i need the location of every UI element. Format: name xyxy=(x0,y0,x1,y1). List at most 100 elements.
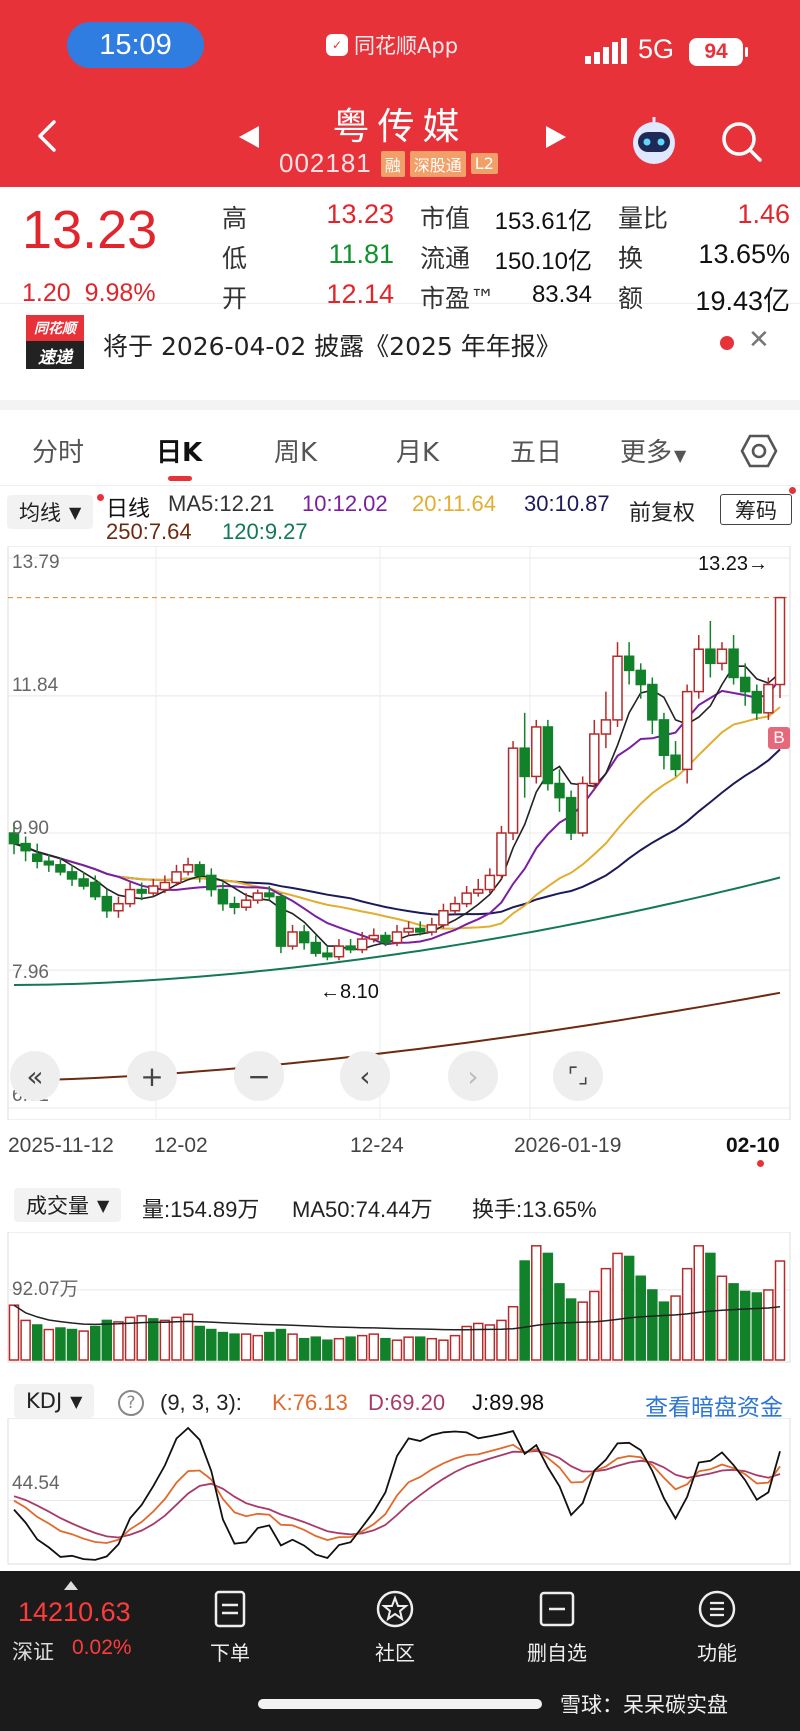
volume-bar xyxy=(693,1245,705,1361)
adjust-mode[interactable]: 前复权 xyxy=(629,501,696,526)
red-dot-icon xyxy=(757,1160,764,1167)
candle-body xyxy=(589,733,600,785)
settings-hexagon-icon[interactable] xyxy=(740,432,778,470)
candle-body xyxy=(66,871,78,880)
nav-community[interactable]: 社区 xyxy=(345,1589,445,1666)
volume-bar xyxy=(8,1304,20,1361)
volume-bar xyxy=(322,1339,333,1361)
volume-bar xyxy=(20,1319,31,1361)
volume-bar xyxy=(565,1298,577,1361)
volume-bar xyxy=(124,1316,136,1361)
tab-more[interactable]: 更多 ▼ xyxy=(620,432,686,469)
ma-legend: 均线 ▼ 日线 MA5:12.21 10:12.02 20:11.64 30:10… xyxy=(0,488,800,546)
candle-body xyxy=(565,796,577,834)
expand-up-icon[interactable] xyxy=(64,1581,78,1590)
candle-body xyxy=(716,648,728,665)
candle-body xyxy=(693,648,705,693)
scroll-left-icon[interactable]: ‹ xyxy=(340,1051,390,1101)
candle-body xyxy=(681,690,693,771)
volume-dropdown[interactable]: 成交量 ▼ xyxy=(14,1188,122,1222)
nav-remove-watchlist[interactable]: 删自选 xyxy=(507,1589,607,1666)
candle-body xyxy=(217,888,229,905)
candle-body xyxy=(264,892,275,898)
volume-bar xyxy=(78,1330,89,1361)
tab-daily-k[interactable]: 日K xyxy=(156,438,203,468)
volume-bar xyxy=(507,1305,519,1361)
volume-bar xyxy=(298,1337,310,1361)
change-amount: 1.20 xyxy=(22,279,71,307)
index-value[interactable]: 14210.63 xyxy=(18,1597,131,1627)
notice-banner[interactable]: 同花顺 速递 将于 2026-04-02 披露《2025 年年报》 ✕ xyxy=(0,305,800,410)
volume-bar xyxy=(484,1324,496,1361)
volume-y-label: 92.07万 xyxy=(12,1279,79,1300)
volume-legend: 成交量 ▼ 量:154.89万 MA50:74.44万 换手:13.65% xyxy=(0,1180,800,1230)
low-marker: ←8.10 xyxy=(320,981,379,1003)
volume-bar xyxy=(182,1313,194,1361)
kdj-label: KDJ xyxy=(26,1389,63,1413)
indicator-label: 均线 xyxy=(19,501,61,525)
volume-bar xyxy=(136,1315,147,1361)
tab-five-day[interactable]: 五日 xyxy=(510,438,563,468)
kdj-d-value: D:69.20 xyxy=(368,1390,446,1415)
date-label-2: 12-02 xyxy=(154,1134,208,1157)
candle-body xyxy=(670,754,681,771)
nav-functions[interactable]: 功能 xyxy=(667,1589,767,1666)
nav-order[interactable]: 下单 xyxy=(180,1589,280,1666)
kdj-dropdown[interactable]: KDJ ▼ xyxy=(14,1384,95,1418)
collapse-left-icon[interactable]: « xyxy=(10,1051,60,1101)
candle-body xyxy=(229,902,240,908)
price-change: 1.20 9.98% xyxy=(22,279,156,308)
volume-bar xyxy=(519,1260,530,1361)
date-label-5: 02-10 xyxy=(726,1134,780,1157)
candle-body xyxy=(333,945,345,958)
tab-monthly-k[interactable]: 月K xyxy=(396,438,440,468)
change-percent: 9.98% xyxy=(84,279,156,307)
next-stock-icon[interactable] xyxy=(540,122,570,152)
kdj-params: (9, 3, 3): xyxy=(160,1390,242,1415)
candle-body xyxy=(194,864,205,877)
bottom-nav: 14210.63 深证 0.02% 下单 社区 删自选 功能 雪球：呆呆碳实盘 xyxy=(0,1571,800,1731)
prev-stock-icon[interactable] xyxy=(235,122,265,152)
index-change: 0.02% xyxy=(72,1636,132,1659)
back-arrow-icon[interactable] xyxy=(30,118,66,154)
candle-body xyxy=(600,719,612,735)
red-dot-icon xyxy=(97,494,104,501)
buy-marker[interactable]: B xyxy=(768,727,790,749)
tab-weekly-k[interactable]: 周K xyxy=(274,438,318,468)
stock-name: 粤传媒 xyxy=(332,105,468,148)
ma120-line xyxy=(13,876,781,986)
volume-bar xyxy=(345,1336,356,1361)
candle-body xyxy=(484,874,496,891)
volume-bar xyxy=(403,1336,414,1361)
candle-body xyxy=(705,648,716,665)
tag-connect: 深股通 xyxy=(409,150,466,177)
kline-chart[interactable] xyxy=(0,546,800,1120)
tag-margin: 融 xyxy=(380,150,405,177)
indicator-dropdown[interactable]: 均线 ▼ xyxy=(7,495,94,529)
candle-body xyxy=(658,719,670,756)
kdj-chart[interactable] xyxy=(0,1418,800,1570)
period-label: 日线 xyxy=(106,496,151,521)
volume-bar xyxy=(264,1331,275,1361)
news-logo-top: 同花顺 xyxy=(26,315,84,341)
volume-chart[interactable] xyxy=(0,1232,800,1364)
chevron-down-icon: ▼ xyxy=(674,446,687,465)
close-icon[interactable]: ✕ xyxy=(748,325,770,355)
fullscreen-icon[interactable]: ⌜⌟ xyxy=(553,1051,603,1101)
candle-body xyxy=(461,892,472,905)
tag-level2: L2 xyxy=(470,153,498,174)
zoom-in-icon[interactable]: + xyxy=(127,1051,177,1101)
dark-pool-link[interactable]: 查看暗盘资金 xyxy=(645,1395,783,1421)
zoom-out-icon[interactable]: − xyxy=(234,1051,284,1101)
tab-intraday[interactable]: 分时 xyxy=(32,438,85,468)
chip-button[interactable]: 筹码 xyxy=(720,494,792,525)
volume-bar xyxy=(391,1339,403,1361)
help-icon[interactable]: ? xyxy=(118,1390,144,1416)
robot-assistant-icon[interactable] xyxy=(628,115,680,167)
candle-body xyxy=(310,941,322,954)
status-bar: 15:09 ✓ 同花顺App 5G 94 xyxy=(0,0,800,92)
scroll-right-icon[interactable]: › xyxy=(448,1051,498,1101)
search-icon[interactable] xyxy=(718,118,764,164)
volume-bar xyxy=(554,1283,565,1361)
app-logo-icon: ✓ xyxy=(326,34,348,56)
